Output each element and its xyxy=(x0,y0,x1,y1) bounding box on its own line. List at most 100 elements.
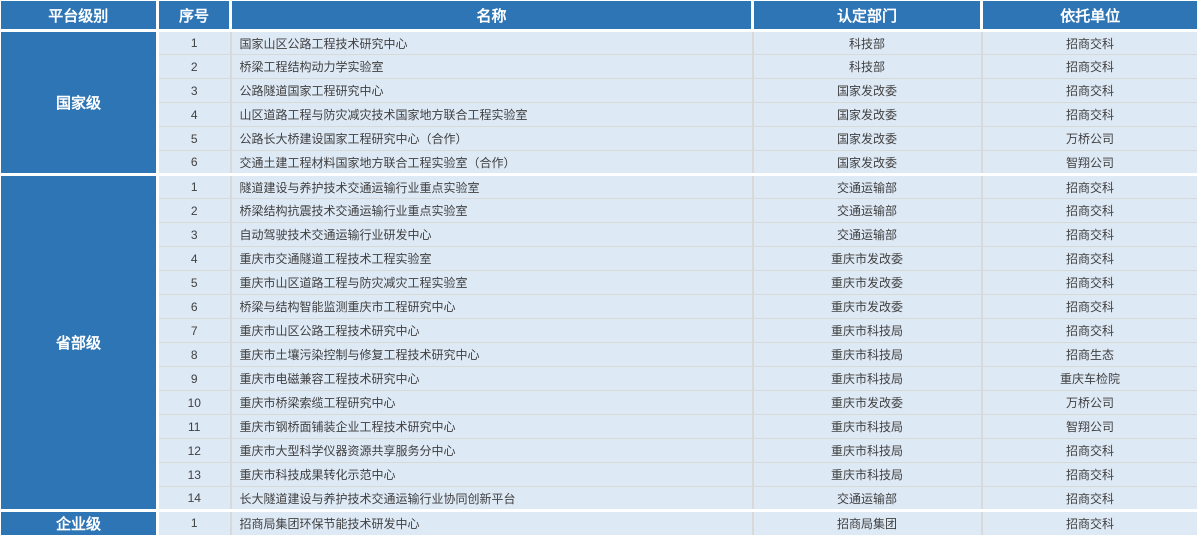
name-cell: 交通土建工程材料国家地方联合工程实验室（合作） xyxy=(230,150,754,175)
name-cell: 桥梁结构抗震技术交通运输行业重点实验室 xyxy=(230,198,754,223)
dept-cell: 交通运输部 xyxy=(752,173,983,199)
dept-cell: 交通运输部 xyxy=(752,222,983,247)
table-row: 12 重庆市大型科学仪器资源共享服务分中心 重庆市科技局 招商交科 xyxy=(1,438,1197,463)
table-row: 11 重庆市钢桥面铺装企业工程技术研究中心 重庆市科技局 智翔公司 xyxy=(1,414,1197,439)
unit-cell: 招商生态 xyxy=(981,342,1197,367)
index-cell: 7 xyxy=(157,318,232,343)
table-row: 3 公路隧道国家工程研究中心 国家发改委 招商交科 xyxy=(1,78,1197,103)
name-cell: 长大隧道建设与养护技术交通运输行业协同创新平台 xyxy=(230,486,754,511)
index-cell: 3 xyxy=(157,222,232,247)
unit-cell: 招商交科 xyxy=(981,438,1197,463)
dept-cell: 重庆市科技局 xyxy=(752,438,983,463)
table-row: 省部级 1 隧道建设与养护技术交通运输行业重点实验室 交通运输部 招商交科 xyxy=(0,173,1197,511)
index-cell: 13 xyxy=(157,462,232,487)
table-row: 4 山区道路工程与防灾减灾技术国家地方联合工程实验室 国家发改委 招商交科 xyxy=(1,102,1197,127)
level-cell: 国家级 xyxy=(0,29,159,175)
dept-cell: 重庆市发改委 xyxy=(752,390,983,415)
unit-cell: 招商交科 xyxy=(981,509,1197,535)
name-cell: 重庆市电磁兼容工程技术研究中心 xyxy=(230,366,754,391)
unit-cell: 招商交科 xyxy=(981,462,1197,487)
table-row: 2 桥梁工程结构动力学实验室 科技部 招商交科 xyxy=(1,54,1197,79)
table-row: 3 自动驾驶技术交通运输行业研发中心 交通运输部 招商交科 xyxy=(1,222,1197,247)
name-cell: 重庆市科技成果转化示范中心 xyxy=(230,462,754,487)
name-cell: 重庆市土壤污染控制与修复工程技术研究中心 xyxy=(230,342,754,367)
index-cell: 6 xyxy=(157,294,232,319)
name-cell: 桥梁工程结构动力学实验室 xyxy=(230,54,754,79)
header-cell-platform-level: 平台级别 xyxy=(0,0,159,32)
table-row: 14 长大隧道建设与养护技术交通运输行业协同创新平台 交通运输部 招商交科 xyxy=(1,486,1197,511)
table-header: 平台级别 序号 名称 认定部门 依托单位 xyxy=(0,0,1197,32)
index-cell: 5 xyxy=(157,270,232,295)
name-cell: 隧道建设与养护技术交通运输行业重点实验室 xyxy=(230,173,754,199)
unit-cell: 招商交科 xyxy=(981,246,1197,271)
dept-cell: 重庆市发改委 xyxy=(752,246,983,271)
index-cell: 3 xyxy=(157,78,232,103)
name-cell: 国家山区公路工程技术研究中心 xyxy=(230,29,754,55)
table-row: 5 公路长大桥建设国家工程研究中心（合作） 国家发改委 万桥公司 xyxy=(1,126,1197,151)
index-cell: 1 xyxy=(157,29,232,55)
unit-cell: 招商交科 xyxy=(981,486,1197,511)
unit-cell: 招商交科 xyxy=(981,173,1197,199)
unit-cell: 招商交科 xyxy=(981,270,1197,295)
dept-cell: 重庆市科技局 xyxy=(752,414,983,439)
unit-cell: 招商交科 xyxy=(981,198,1197,223)
unit-cell: 招商交科 xyxy=(981,102,1197,127)
name-cell: 山区道路工程与防灾减灾技术国家地方联合工程实验室 xyxy=(230,102,754,127)
header-cell-name: 名称 xyxy=(230,0,754,32)
dept-cell: 国家发改委 xyxy=(752,102,983,127)
dept-cell: 重庆市科技局 xyxy=(752,366,983,391)
level-cell: 省部级 xyxy=(0,173,159,511)
unit-cell: 招商交科 xyxy=(981,78,1197,103)
table-row: 10 重庆市桥梁索缆工程研究中心 重庆市发改委 万桥公司 xyxy=(1,390,1197,415)
dept-cell: 国家发改委 xyxy=(752,150,983,175)
index-cell: 11 xyxy=(157,414,232,439)
table-row: 企业级 1 招商局集团环保节能技术研发中心 招商局集团 招商交科 xyxy=(0,509,1197,535)
unit-cell: 招商交科 xyxy=(981,29,1197,55)
unit-cell: 智翔公司 xyxy=(981,150,1197,175)
table-row: 13 重庆市科技成果转化示范中心 重庆市科技局 招商交科 xyxy=(1,462,1197,487)
index-cell: 2 xyxy=(157,198,232,223)
name-cell: 重庆市山区公路工程技术研究中心 xyxy=(230,318,754,343)
dept-cell: 交通运输部 xyxy=(752,486,983,511)
level-cell: 企业级 xyxy=(0,509,159,535)
index-cell: 1 xyxy=(157,509,232,535)
header-row: 平台级别 序号 名称 认定部门 依托单位 xyxy=(0,0,1197,32)
header-cell-dept: 认定部门 xyxy=(752,0,983,32)
dept-cell: 重庆市科技局 xyxy=(752,342,983,367)
index-cell: 2 xyxy=(157,54,232,79)
table-row: 7 重庆市山区公路工程技术研究中心 重庆市科技局 招商交科 xyxy=(1,318,1197,343)
index-cell: 6 xyxy=(157,150,232,175)
index-cell: 12 xyxy=(157,438,232,463)
dept-cell: 科技部 xyxy=(752,54,983,79)
unit-cell: 万桥公司 xyxy=(981,390,1197,415)
dept-cell: 招商局集团 xyxy=(752,509,983,535)
name-cell: 公路长大桥建设国家工程研究中心（合作） xyxy=(230,126,754,151)
dept-cell: 国家发改委 xyxy=(752,78,983,103)
table-row: 4 重庆市交通隧道工程技术工程实验室 重庆市发改委 招商交科 xyxy=(1,246,1197,271)
name-cell: 桥梁与结构智能监测重庆市工程研究中心 xyxy=(230,294,754,319)
index-cell: 5 xyxy=(157,126,232,151)
index-cell: 4 xyxy=(157,102,232,127)
unit-cell: 招商交科 xyxy=(981,54,1197,79)
index-cell: 9 xyxy=(157,366,232,391)
table-row: 5 重庆市山区道路工程与防灾减灾工程实验室 重庆市发改委 招商交科 xyxy=(1,270,1197,295)
name-cell: 重庆市交通隧道工程技术工程实验室 xyxy=(230,246,754,271)
index-cell: 10 xyxy=(157,390,232,415)
header-cell-unit: 依托单位 xyxy=(981,0,1197,32)
table-row: 2 桥梁结构抗震技术交通运输行业重点实验室 交通运输部 招商交科 xyxy=(1,198,1197,223)
header-cell-index: 序号 xyxy=(157,0,232,32)
table-row: 9 重庆市电磁兼容工程技术研究中心 重庆市科技局 重庆车检院 xyxy=(1,366,1197,391)
dept-cell: 国家发改委 xyxy=(752,126,983,151)
name-cell: 重庆市桥梁索缆工程研究中心 xyxy=(230,390,754,415)
name-cell: 重庆市山区道路工程与防灾减灾工程实验室 xyxy=(230,270,754,295)
unit-cell: 万桥公司 xyxy=(981,126,1197,151)
dept-cell: 重庆市科技局 xyxy=(752,462,983,487)
index-cell: 4 xyxy=(157,246,232,271)
dept-cell: 交通运输部 xyxy=(752,198,983,223)
index-cell: 14 xyxy=(157,486,232,511)
unit-cell: 智翔公司 xyxy=(981,414,1197,439)
unit-cell: 招商交科 xyxy=(981,318,1197,343)
dept-cell: 重庆市发改委 xyxy=(752,294,983,319)
unit-cell: 招商交科 xyxy=(981,294,1197,319)
